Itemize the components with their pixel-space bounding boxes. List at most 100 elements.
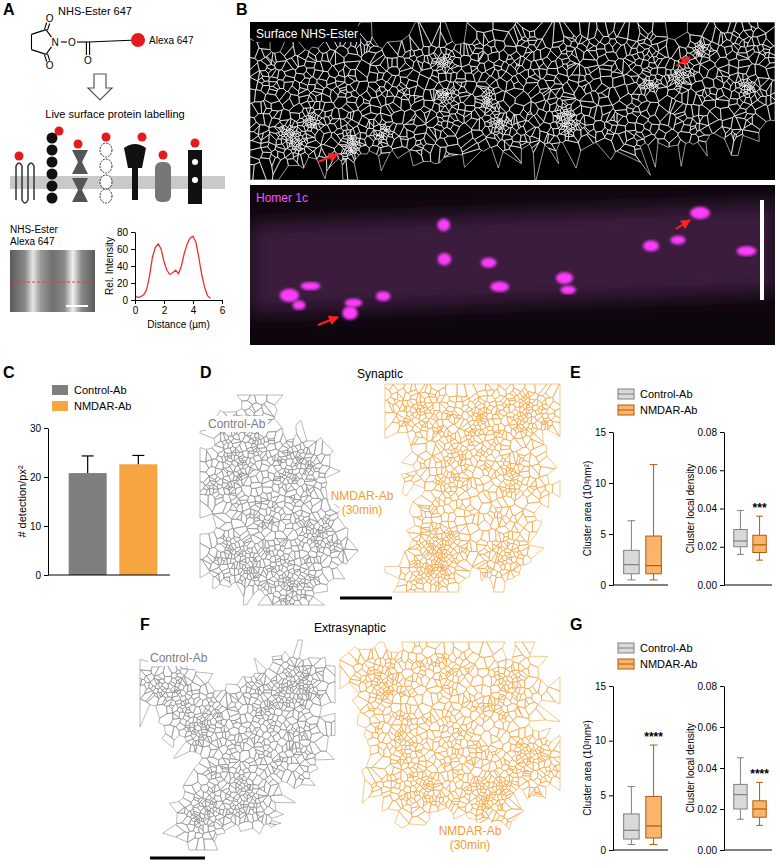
protein: [100, 159, 112, 173]
tick-label: 0.08: [698, 681, 718, 692]
tick: 2: [162, 300, 168, 316]
tick-mark: [609, 850, 613, 851]
whisker-cap: [737, 757, 744, 758]
tick-label: 0.06: [698, 465, 718, 476]
tick: 0: [35, 570, 48, 581]
homer-spot: [643, 240, 659, 251]
whisker: [653, 838, 654, 845]
tick-mark: [720, 809, 724, 810]
y-axis-title: # detection/px²: [16, 465, 28, 537]
tick: 5: [600, 790, 613, 801]
x-axis-line: [48, 575, 170, 576]
tick-mark: [44, 428, 48, 429]
voronoi-panel: ExtrasynapticControl-AbNMDAR-Ab(30min): [140, 621, 560, 858]
bond: [86, 42, 87, 55]
box-body: [753, 535, 766, 552]
homer-spot: [301, 282, 321, 290]
box-median: [734, 540, 747, 541]
tick-label: 0.02: [698, 541, 718, 552]
x-axis: 0246: [133, 300, 226, 316]
tick-label: 0.06: [698, 722, 718, 733]
tick-mark: [720, 768, 724, 769]
whisker: [740, 547, 741, 555]
whisker: [631, 574, 632, 580]
tick-label: 0: [133, 305, 139, 316]
tick-mark: [720, 470, 724, 471]
tick-label: 60: [117, 244, 129, 255]
box-median: [646, 565, 662, 566]
legend-swatch: [52, 385, 68, 395]
homer-spot: [345, 299, 363, 307]
label-dot: [138, 133, 147, 142]
whisker-cap: [650, 579, 658, 580]
tick-mark: [720, 432, 724, 433]
box-body: [646, 536, 662, 574]
box-median: [753, 808, 766, 809]
voronoi-edges: [140, 640, 335, 850]
homer-spot: [490, 281, 509, 291]
tick-label: 20: [30, 472, 42, 483]
arrow: [88, 74, 112, 100]
protein-detail: [192, 159, 198, 165]
scale-bar: [340, 597, 392, 600]
atom-label: O: [46, 13, 54, 24]
tick: 0: [600, 580, 613, 591]
protein: [72, 150, 88, 202]
label-backing: [437, 823, 504, 839]
homer-spot: [437, 219, 450, 231]
protein: [188, 150, 202, 204]
homer-spot: [737, 246, 757, 256]
protein: [100, 143, 112, 157]
box-body: [624, 550, 640, 573]
box-body: [734, 784, 747, 809]
scale-bar: [760, 200, 764, 300]
whisker: [740, 809, 741, 819]
tick-mark: [164, 300, 165, 304]
whisker-cap: [628, 579, 636, 580]
panel-letter: C: [3, 364, 15, 381]
axis-line: [135, 233, 136, 301]
whisker-cap: [737, 510, 744, 511]
protein: [100, 189, 112, 203]
whisker: [759, 516, 760, 535]
protein-detail: [192, 177, 198, 183]
legend-swatch: [618, 389, 634, 399]
atom-label: O: [46, 60, 54, 71]
box: [624, 787, 640, 845]
voronoi-edges: [340, 642, 560, 833]
x-axis-line: [613, 585, 668, 586]
plot-marks: [734, 510, 767, 560]
box-median: [734, 794, 747, 795]
x-axis-line: [724, 585, 772, 586]
x-axis-line: [613, 850, 668, 851]
tick: 0.02: [698, 804, 724, 815]
group-label: (30min): [450, 838, 491, 852]
box-median: [753, 544, 766, 545]
tick-label: 0.02: [698, 804, 718, 815]
panel-letter: F: [140, 616, 150, 633]
data-line: [135, 236, 210, 298]
scale-bar: [66, 305, 88, 307]
group-label: Control-Ab: [208, 417, 266, 431]
box-chart: 051015Cluster area (10³nm²)Control-AbNMD…: [582, 388, 698, 591]
protein: [124, 144, 146, 200]
tick-label: 0: [600, 845, 606, 856]
box: [753, 516, 766, 560]
protein: [47, 145, 58, 156]
tick-label: 0: [600, 580, 606, 591]
image-background: [250, 22, 775, 180]
label-backing: [448, 837, 493, 853]
label-dot: [102, 133, 111, 142]
legend-swatch-median: [618, 648, 634, 649]
label-backing: [254, 190, 310, 206]
panel-letter: E: [570, 364, 581, 381]
legend-swatch-median: [618, 410, 634, 411]
axis-line: [613, 687, 614, 851]
bond: [31, 34, 32, 49]
y-axis-title: Cluster area (10³nm²): [582, 461, 593, 557]
tick: 0.08: [698, 427, 724, 438]
y-axis: 020406080: [117, 227, 136, 306]
x-axis-line: [724, 850, 772, 851]
homer-spot: [560, 286, 576, 294]
legend-label: NMDAR-Ab: [640, 658, 697, 670]
